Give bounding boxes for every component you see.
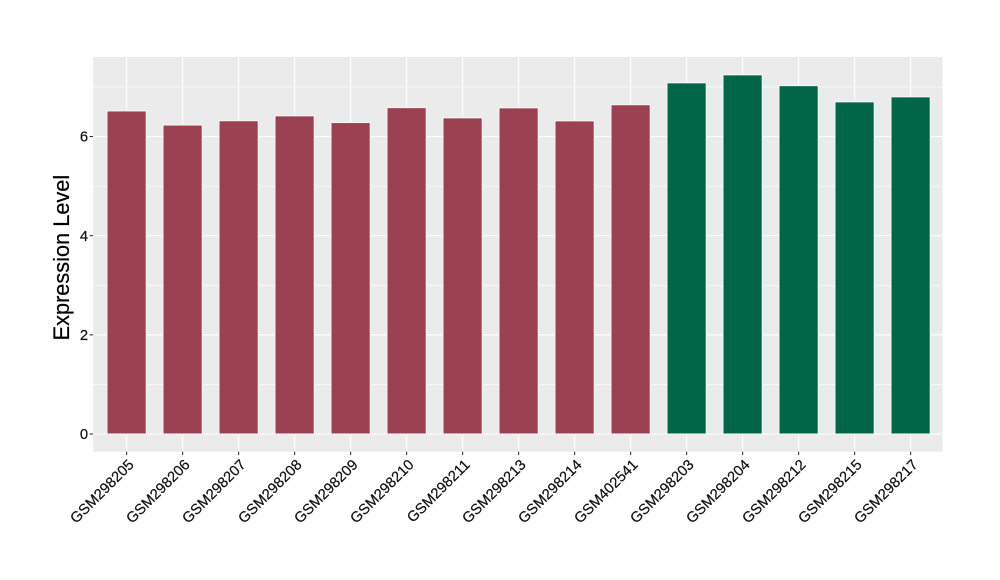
svg-text:2: 2 [80,328,88,344]
svg-text:4: 4 [80,229,88,245]
svg-text:6: 6 [80,130,88,146]
svg-text:0: 0 [80,427,88,443]
svg-text:Expression Level: Expression Level [49,175,74,341]
